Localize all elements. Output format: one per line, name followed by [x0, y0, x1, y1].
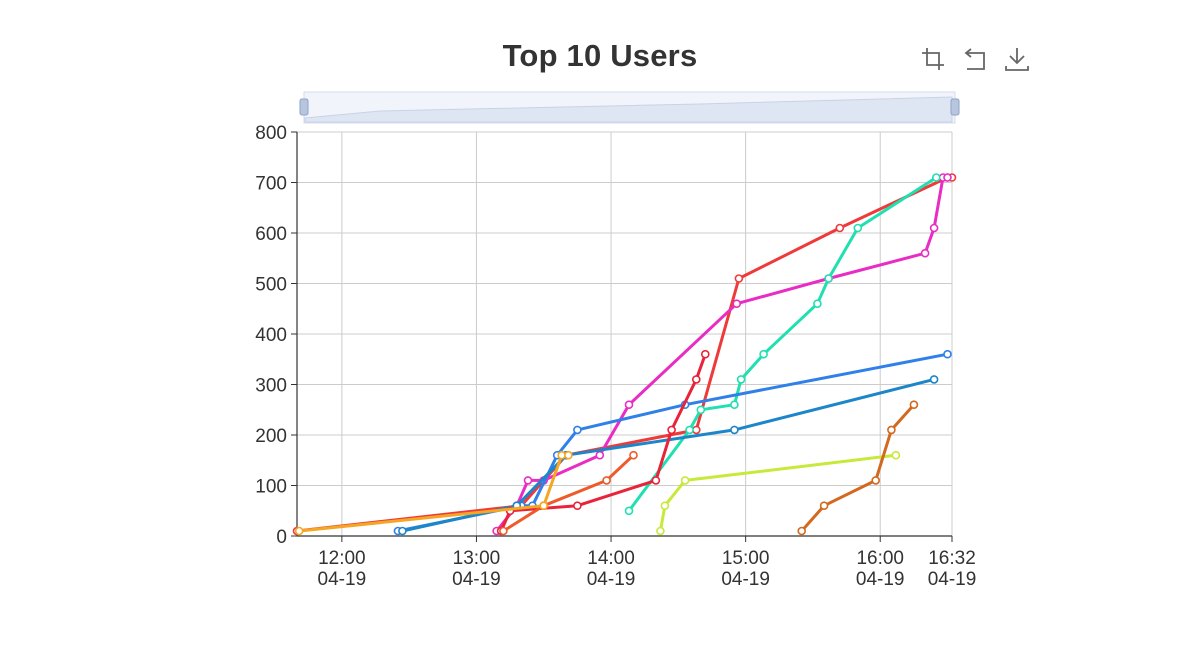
series-line [501, 453, 635, 533]
data-point[interactable] [691, 375, 701, 384]
grid [297, 131, 953, 537]
data-point[interactable] [943, 173, 952, 182]
y-tick-label: 400 [255, 325, 287, 346]
zoom-select-icon[interactable] [918, 44, 948, 74]
download-icon[interactable] [1002, 44, 1032, 74]
series-4 [393, 349, 952, 536]
data-point[interactable] [732, 299, 742, 309]
x-tick-time-label: 12:00 [318, 548, 366, 569]
data-point[interactable] [813, 299, 822, 309]
y-tick-label: 200 [255, 426, 287, 447]
series-10 [797, 400, 919, 536]
series-line [495, 176, 949, 533]
data-point[interactable] [294, 526, 304, 536]
data-point[interactable] [629, 450, 638, 460]
y-tick-label: 0 [276, 527, 287, 548]
y-tick-label: 700 [255, 174, 287, 195]
toolbox [918, 44, 1032, 74]
x-tick-time-label: 16:32 [928, 548, 976, 569]
data-point[interactable] [700, 349, 710, 359]
series-8 [294, 450, 573, 536]
data-point[interactable] [891, 450, 901, 460]
x-tick-date-label: 04-19 [452, 569, 501, 590]
data-point[interactable] [909, 400, 919, 410]
data-point[interactable] [730, 400, 739, 410]
data-point[interactable] [853, 223, 863, 233]
data-point[interactable] [660, 501, 670, 511]
data-point[interactable] [736, 375, 746, 384]
x-tick-time-label: 14:00 [587, 548, 635, 569]
data-point[interactable] [920, 248, 930, 258]
x-tick-time-label: 16:00 [856, 548, 904, 569]
x-tick-date-label: 04-19 [587, 569, 636, 590]
data-point[interactable] [730, 425, 739, 435]
data-point[interactable] [819, 501, 829, 511]
data-point[interactable] [696, 405, 706, 415]
data-point[interactable] [398, 526, 407, 536]
series-2 [492, 173, 952, 536]
data-point[interactable] [943, 349, 952, 359]
zoom-shadow-area [304, 96, 953, 123]
zoom-handle-left [299, 98, 309, 116]
series-line [658, 453, 898, 533]
data-point[interactable] [564, 450, 573, 460]
series-line [396, 352, 949, 533]
data-point[interactable] [685, 425, 694, 435]
zoom-reset-icon[interactable] [960, 44, 990, 74]
data-point[interactable] [499, 526, 508, 536]
data-point[interactable] [573, 501, 582, 511]
x-tick-date-label: 04-19 [721, 569, 770, 590]
chart-title: Top 10 Users [502, 38, 698, 73]
x-tick-time-label: 13:00 [453, 548, 501, 569]
y-tick-label: 300 [255, 376, 287, 397]
series-line [627, 176, 938, 513]
data-point[interactable] [651, 476, 661, 485]
data-point[interactable] [759, 349, 768, 359]
x-tick-date-label: 04-19 [856, 569, 905, 590]
data-point[interactable] [835, 223, 845, 233]
data-point[interactable] [929, 223, 939, 233]
data-point[interactable] [624, 506, 634, 516]
data-point[interactable] [595, 450, 605, 460]
y-tick-label: 100 [255, 477, 287, 498]
x-tick-date-label: 04-19 [928, 569, 977, 590]
data-point[interactable] [523, 476, 533, 485]
zoom-handle-right [950, 98, 960, 116]
data-point[interactable] [624, 400, 634, 410]
y-tick-label: 600 [255, 224, 287, 245]
series-9 [656, 450, 901, 536]
y-tick-label: 800 [255, 123, 287, 144]
x-tick-date-label: 04-19 [318, 569, 367, 590]
series-layer [292, 173, 957, 536]
data-point[interactable] [602, 476, 611, 485]
data-point[interactable] [656, 526, 665, 536]
data-point[interactable] [667, 425, 676, 435]
series-line [295, 176, 954, 533]
data-point[interactable] [929, 375, 939, 384]
data-point[interactable] [680, 476, 690, 485]
data-point[interactable] [539, 501, 549, 511]
data-point[interactable] [871, 476, 881, 485]
data-point[interactable] [887, 425, 896, 435]
data-point[interactable] [797, 526, 807, 536]
data-point[interactable] [573, 425, 582, 435]
data-point[interactable] [931, 173, 941, 182]
axes: 010020030040050060070080012:0004-1913:00… [255, 123, 976, 590]
data-point[interactable] [824, 274, 833, 283]
y-tick-label: 500 [255, 275, 287, 296]
series-3 [624, 173, 941, 516]
data-point[interactable] [734, 274, 744, 283]
x-tick-time-label: 15:00 [722, 548, 770, 569]
series-line [800, 403, 916, 533]
data-zoom-slider[interactable] [299, 91, 960, 124]
